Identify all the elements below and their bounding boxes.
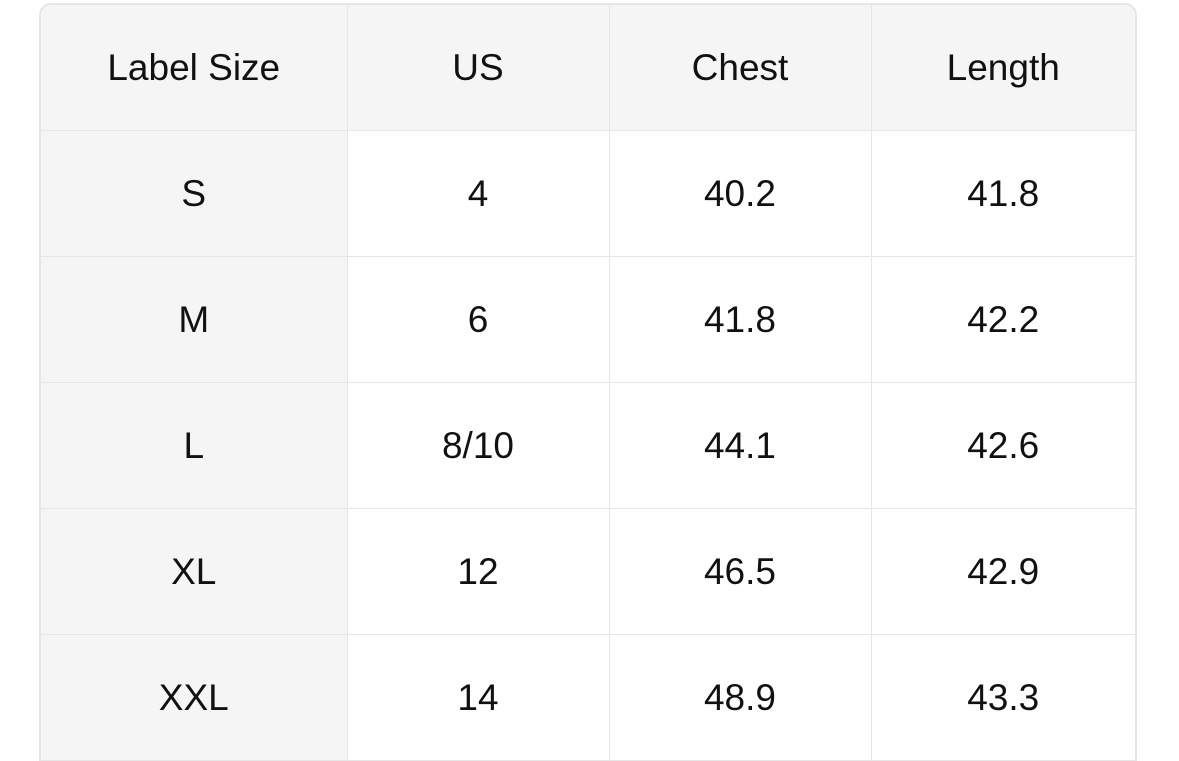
cell-us: 6 [346, 256, 610, 383]
cell-length: 42.9 [870, 508, 1135, 635]
cell-label-size: S [41, 130, 348, 257]
header-row: Label Size US Chest Length [41, 5, 1135, 131]
cell-us: 8/10 [346, 382, 610, 509]
header-label-size: Label Size [41, 5, 348, 131]
header-length: Length [870, 5, 1135, 131]
cell-length: 41.8 [870, 130, 1135, 257]
size-chart: Label Size US Chest Length S 4 40.2 41.8 M 6 4… [39, 3, 1137, 761]
cell-label-size: M [41, 256, 348, 383]
cell-length: 42.6 [870, 382, 1135, 509]
cell-chest: 46.5 [608, 508, 872, 635]
header-chest: Chest [608, 5, 872, 131]
cell-label-size: L [41, 382, 348, 509]
header-us: US [346, 5, 610, 131]
cell-chest: 48.9 [608, 634, 872, 761]
size-chart-table: Label Size US Chest Length S 4 40.2 41.8 M 6 4… [41, 5, 1135, 761]
table-row: XXL 14 48.9 43.3 [41, 634, 1135, 761]
table-row: XL 12 46.5 42.9 [41, 508, 1135, 635]
cell-chest: 40.2 [608, 130, 872, 257]
cell-us: 4 [346, 130, 610, 257]
cell-us: 12 [346, 508, 610, 635]
cell-us: 14 [346, 634, 610, 761]
table-row: M 6 41.8 42.2 [41, 256, 1135, 383]
cell-length: 43.3 [870, 634, 1135, 761]
cell-length: 42.2 [870, 256, 1135, 383]
table-row: S 4 40.2 41.8 [41, 130, 1135, 257]
cell-chest: 41.8 [608, 256, 872, 383]
cell-chest: 44.1 [608, 382, 872, 509]
cell-label-size: XL [41, 508, 348, 635]
table-row: L 8/10 44.1 42.6 [41, 382, 1135, 509]
cell-label-size: XXL [41, 634, 348, 761]
